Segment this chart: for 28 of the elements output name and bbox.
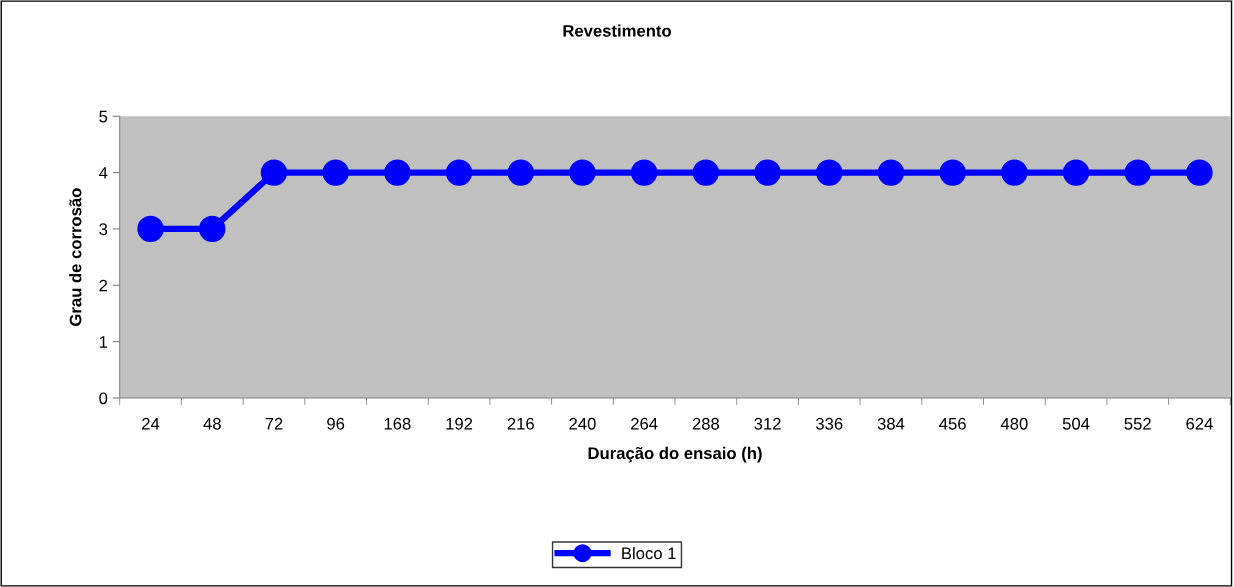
x-tick-label: 24 — [142, 417, 160, 430]
chart-title: Revestimento — [563, 24, 671, 37]
y-axis-title: Grau de corrosão — [69, 188, 82, 326]
x-tick-label: 504 — [1062, 417, 1090, 430]
x-tick-label: 552 — [1124, 417, 1151, 430]
x-tick-label: 336 — [815, 417, 843, 430]
x-axis-title: Duração do ensaio (h) — [588, 446, 762, 463]
y-tick-label: 1 — [99, 336, 108, 348]
x-tick-label: 312 — [754, 417, 781, 430]
x-tick-label: 456 — [939, 417, 966, 430]
x-tick-label: 48 — [203, 417, 221, 430]
x-tick-label: 264 — [631, 417, 658, 430]
x-tick-label: 96 — [327, 417, 345, 430]
x-tick-label: 192 — [446, 417, 473, 430]
x-tick-label: 240 — [569, 417, 596, 430]
x-tick-label: 384 — [877, 417, 905, 430]
y-tick-label: 3 — [99, 223, 108, 236]
y-tick-label: 0 — [99, 392, 108, 405]
x-tick-label: 624 — [1186, 417, 1213, 430]
x-tick-label: 480 — [1000, 417, 1028, 430]
x-tick-label: 72 — [265, 417, 283, 430]
x-tick-label: 168 — [384, 417, 411, 430]
y-tick-label: 4 — [99, 167, 108, 179]
y-tick-label: 5 — [99, 110, 108, 123]
x-tick-label: 216 — [507, 417, 534, 430]
y-tick-label: 2 — [99, 279, 108, 292]
legend-label: Bloco 1 — [622, 546, 676, 560]
x-tick-label: 288 — [692, 417, 720, 430]
